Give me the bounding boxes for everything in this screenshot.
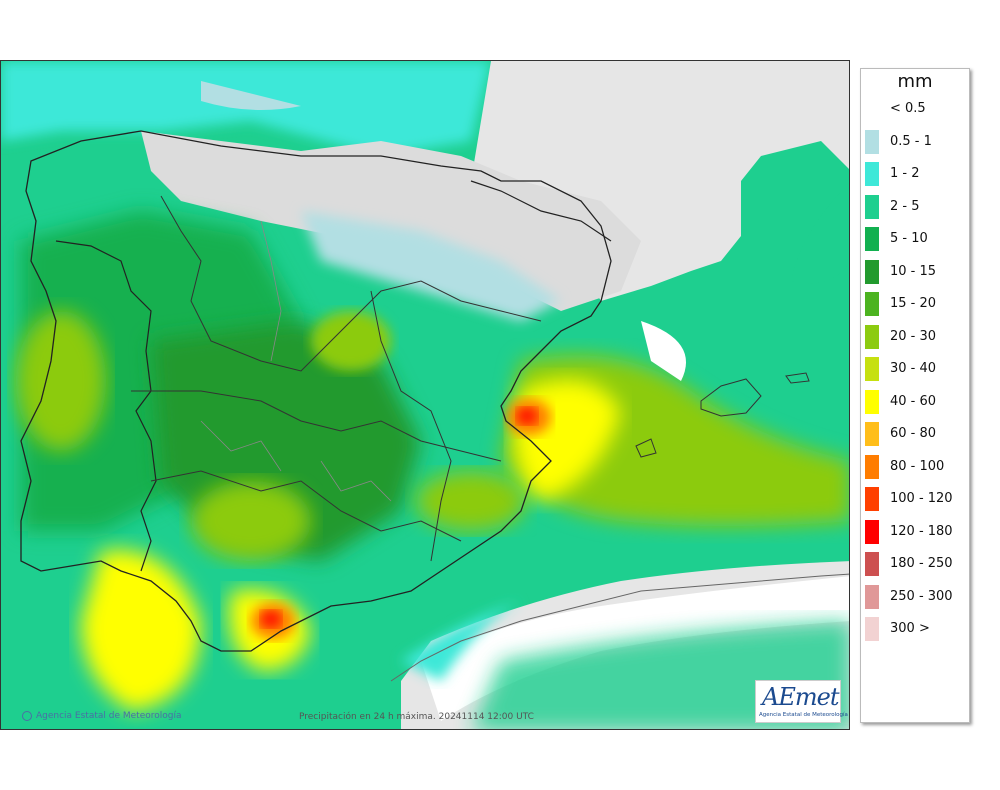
island-ibiza — [635, 438, 657, 458]
legend-swatch — [865, 129, 879, 154]
legend-item: 30 - 40 — [861, 357, 969, 381]
legend-item: 250 - 300 — [861, 584, 969, 609]
sea-gap-north-balearics — [641, 321, 686, 381]
legend-swatch — [865, 519, 879, 544]
precip-cadiz-yellow — [81, 549, 201, 711]
legend-swatch — [865, 162, 879, 186]
map-caption: Precipitación en 24 h máxima. 20241114 1… — [299, 712, 534, 722]
legend-item: 15 - 20 — [861, 292, 969, 316]
precipitation-map — [0, 60, 850, 730]
legend-label: 20 - 30 — [890, 328, 937, 344]
logo-subtitle: Agencia Estatal de Meteorología — [759, 712, 848, 718]
copyright-icon — [22, 711, 32, 721]
legend-label: 300 > — [890, 621, 930, 636]
land-north-dry — [141, 131, 641, 311]
legend-item: < 0.5 — [861, 97, 969, 121]
precip-north-light — [201, 81, 301, 110]
legend-label: 10 - 15 — [890, 263, 937, 279]
legend-label: < 0.5 — [890, 101, 926, 116]
legend-label: 1 - 2 — [890, 166, 920, 181]
coastline-africa — [390, 573, 849, 682]
precip-patch-c — [191, 481, 311, 561]
legend-label: 80 - 100 — [890, 458, 945, 474]
border-province-c — [320, 460, 392, 502]
precip-patch-a — [311, 311, 391, 371]
island-menorca — [785, 372, 810, 384]
legend-swatch — [865, 454, 879, 479]
legend-item: 0.5 - 1 — [861, 129, 969, 154]
legend-swatch — [865, 292, 879, 316]
legend-item: 180 - 250 — [861, 552, 969, 576]
legend-label: 40 - 60 — [890, 393, 937, 409]
sea-mediterranean — [421, 576, 849, 721]
legend-swatch — [865, 552, 879, 576]
legend-item: 2 - 5 — [861, 194, 969, 219]
legend-label: 15 - 20 — [890, 296, 937, 311]
precip-ebro-light — [301, 211, 561, 321]
legend-label: 5 - 10 — [890, 231, 928, 246]
legend-swatch — [865, 324, 879, 349]
legend-item: 80 - 100 — [861, 454, 969, 479]
border-province-a — [260, 220, 282, 362]
legend-label: 60 - 80 — [890, 426, 937, 441]
border-region-north — [160, 195, 542, 372]
legend-item: 120 - 180 — [861, 519, 969, 544]
precip-patch-d — [416, 471, 526, 531]
coastline-iberia — [20, 130, 612, 652]
precip-africa-coast — [471, 621, 849, 729]
legend-label: 0.5 - 1 — [890, 133, 932, 149]
legend-swatch — [865, 584, 879, 609]
legend-label: 180 - 250 — [890, 556, 953, 571]
border-region-east — [370, 290, 452, 562]
legend-item: 20 - 30 — [861, 324, 969, 349]
legend-item: 40 - 60 — [861, 389, 969, 414]
border-region-south — [150, 470, 462, 542]
precip-patch-b — [16, 311, 106, 451]
legend-swatch — [865, 389, 879, 414]
legend-item: 60 - 80 — [861, 422, 969, 446]
legend-item: 300 > — [861, 617, 969, 641]
legend-swatch — [865, 487, 879, 511]
legend-label: 250 - 300 — [890, 588, 953, 604]
border-region-center — [131, 390, 502, 462]
legend-swatch — [865, 227, 879, 251]
border-france — [470, 180, 612, 242]
border-province-b — [200, 420, 282, 472]
legend-swatch — [865, 617, 879, 641]
precip-east-sea — [791, 183, 849, 284]
legend-item: 10 - 15 — [861, 259, 969, 284]
legend-item: 5 - 10 — [861, 227, 969, 251]
legend-panel: mm < 0.5 0.5 - 1 1 - 2 2 - 5 5 - 10 10 - 15 15… — [860, 68, 970, 723]
legend-item: 100 - 120 — [861, 487, 969, 511]
precip-valencia-red — [517, 408, 537, 424]
legend-swatch — [865, 259, 879, 284]
island-mallorca — [700, 378, 762, 417]
legend-label: 120 - 180 — [890, 523, 953, 539]
legend-unit: mm — [897, 71, 933, 92]
legend-swatch — [865, 97, 879, 121]
legend-label: 100 - 120 — [890, 491, 953, 506]
legend-swatch — [865, 422, 879, 446]
legend-label: 2 - 5 — [890, 198, 920, 214]
precip-malaga-red — [261, 611, 281, 627]
legend-item: 1 - 2 — [861, 162, 969, 186]
legend-swatch — [865, 194, 879, 219]
legend-label: 30 - 40 — [890, 361, 937, 376]
aemet-logo: AEmet Agencia Estatal de Meteorología — [755, 680, 848, 723]
agency-credit: Agencia Estatal de Meteorología — [36, 711, 182, 721]
map-canvas — [1, 61, 849, 729]
legend-swatch — [865, 357, 879, 381]
logo-wordmark: AEmet — [762, 683, 839, 711]
